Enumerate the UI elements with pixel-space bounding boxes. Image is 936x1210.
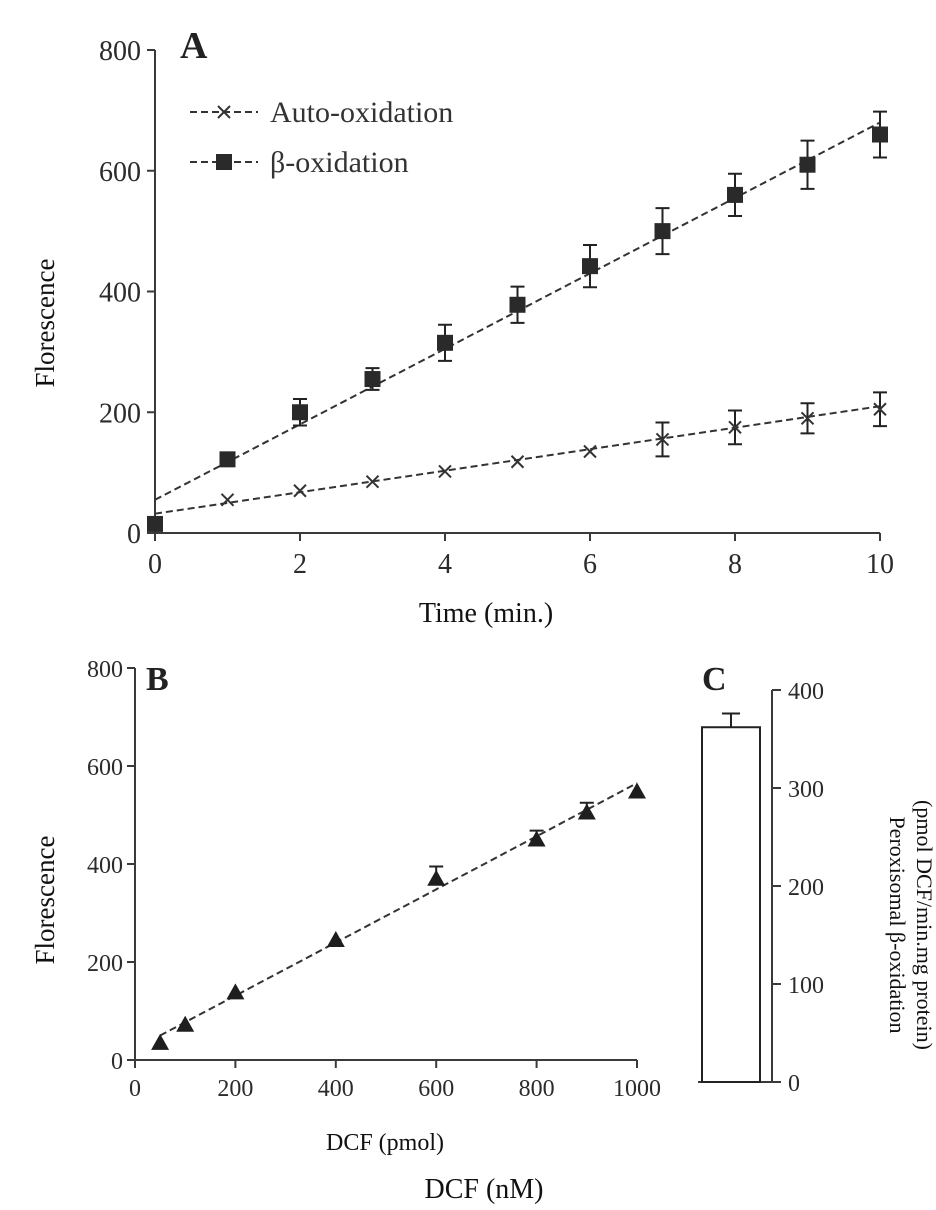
panel-b-point [628,782,646,799]
panel-c-y-tick-label: 200 [788,875,824,901]
panel-a-point-auto-oxidation [800,411,815,425]
panel-a-x-axis-label: Time (min.) [419,598,553,629]
panel-a-y-tick-label: 0 [127,519,141,550]
panel-b-y-tick-label: 800 [87,657,123,683]
panel-b-point [577,803,596,820]
panel-a-y-tick-label: 800 [99,36,141,67]
panel-b-x-tick-label: 800 [519,1076,555,1102]
panel-c-y-axis-label-line2: (pmol DCF/min.mg protein) [912,800,936,1050]
panel-b-x-tick-label: 1000 [613,1076,661,1102]
panel-c-y-axis-label-line1: Peroxisomal β-oxidation [885,816,910,1033]
panel-b-point [427,869,446,886]
panel-b-x-tick-label: 0 [129,1076,141,1102]
panel-b-letter: B [146,661,169,698]
panel-a-fit-line-auto-oxidation [154,405,881,515]
panel-b-y-axis-label: Florescence [30,836,60,965]
panel-c-bar [701,726,761,1083]
panel-a-point-beta-oxidation [727,186,743,203]
panel-b-x-axis-label: DCF (pmol) [326,1130,444,1156]
panel-c-y-tick-label: 400 [788,679,824,705]
footer-x-label: DCF (nM) [424,1174,543,1205]
panel-c-y-tick-label: 0 [788,1071,800,1097]
panel-a-point-auto-oxidation [220,493,235,507]
panel-a-point-beta-oxidation [582,258,598,275]
panel-a-y-axis-label: Florescence [30,259,60,388]
panel-a-x-tick-label: 6 [583,549,597,580]
panel-a-y-tick-label: 400 [99,278,141,309]
panel-a-point-beta-oxidation [509,296,526,313]
panel-b-y-tick-label: 600 [87,755,123,781]
legend-marker-x [217,105,231,119]
panel-a-x-tick-label: 10 [866,549,894,580]
panel-a-point-auto-oxidation [873,402,887,416]
panel-a-point-beta-oxidation [872,126,888,143]
legend-marker-square [216,154,232,170]
panel-a-letter: A [180,25,208,67]
panel-b-x-tick-label: 400 [318,1076,354,1102]
panel-b-point [527,830,546,847]
panel-b-point [326,930,345,947]
panel-b-point [176,1015,195,1032]
panel-b-x-tick-label: 200 [217,1076,253,1102]
panel-a-point-beta-oxidation [219,451,236,468]
panel-c-y-tick-label: 100 [788,973,824,999]
panel-b: B 0 200 400 600 800 1000 0 200 400 600 800 DCF (pm… [30,657,661,1156]
legend-label: β-oxidation [270,146,409,179]
panel-a-point-auto-oxidation [365,474,380,489]
panel-c-letter: C [702,661,727,698]
panel-a-point-auto-oxidation [510,455,525,469]
panel-a-point-auto-oxidation [293,484,307,498]
panel-a-x-tick-label: 0 [148,549,162,580]
panel-a-point-auto-oxidation [438,464,452,479]
panel-a-point-auto-oxidation [655,432,670,447]
panel-b-y-tick-label: 400 [87,853,123,879]
panel-a-x-tick-label: 4 [438,549,452,580]
panel-c-y-tick-label: 300 [788,777,824,803]
panel-a-legend: Auto-oxidation β-oxidation [190,96,453,179]
panel-a-point-beta-oxidation [654,223,671,240]
panel-a: A 0 2 4 6 8 10 0 200 400 600 800 Auto-oxidation β-o… [30,25,894,629]
panel-a-y-tick-label: 600 [99,157,141,188]
panel-a-point-beta-oxidation [292,404,308,421]
panel-a-x-tick-label: 8 [728,549,742,580]
panel-a-point-beta-oxidation [437,334,453,351]
panel-a-point-auto-oxidation [728,420,742,435]
panel-a-point-beta-oxidation [799,156,816,173]
panel-a-x-tick-label: 2 [293,549,307,580]
panel-b-y-tick-label: 200 [87,951,123,977]
panel-b-point [151,1033,170,1050]
panel-a-point-beta-oxidation [147,515,163,532]
panel-a-point-beta-oxidation [364,371,381,388]
panel-c-error-bar [722,712,740,728]
panel-a-point-auto-oxidation [583,444,597,459]
panel-b-y-tick-label: 0 [111,1049,123,1075]
panel-b-point [226,983,245,1000]
panel-b-x-tick-label: 600 [418,1076,454,1102]
panel-a-y-tick-label: 200 [99,398,141,429]
legend-label: Auto-oxidation [270,96,453,129]
